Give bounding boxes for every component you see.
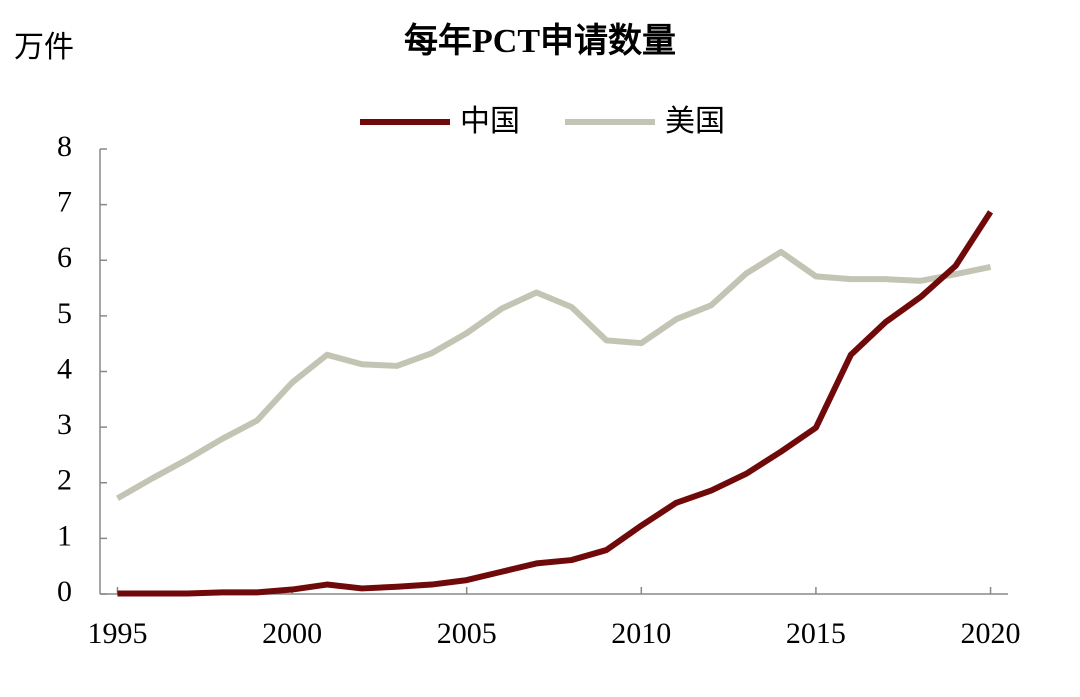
x-tick-label: 2000 — [262, 617, 322, 650]
x-tick-label: 2005 — [437, 617, 497, 650]
y-axis-label: 万件 — [14, 31, 74, 64]
y-tick-label: 0 — [57, 575, 72, 608]
y-tick-label: 2 — [57, 464, 72, 497]
x-tick-label: 2010 — [611, 617, 671, 650]
legend-label: 美国 — [665, 105, 725, 138]
x-tick-label: 1995 — [87, 617, 147, 650]
line-series — [117, 210, 994, 597]
y-tick-label: 5 — [57, 297, 72, 330]
y-tick-label: 1 — [57, 519, 72, 552]
x-tick-label: 2015 — [786, 617, 846, 650]
legend-label: 中国 — [460, 105, 520, 138]
y-tick-label: 8 — [57, 130, 72, 163]
line-series — [115, 248, 992, 501]
y-tick-label: 6 — [57, 241, 72, 274]
y-tick-label: 7 — [57, 186, 72, 219]
y-tick-label: 4 — [57, 352, 72, 385]
y-tick-label: 3 — [57, 408, 72, 441]
chart-title: 每年PCT申请数量 — [404, 22, 676, 60]
x-tick-label: 2020 — [961, 617, 1021, 650]
